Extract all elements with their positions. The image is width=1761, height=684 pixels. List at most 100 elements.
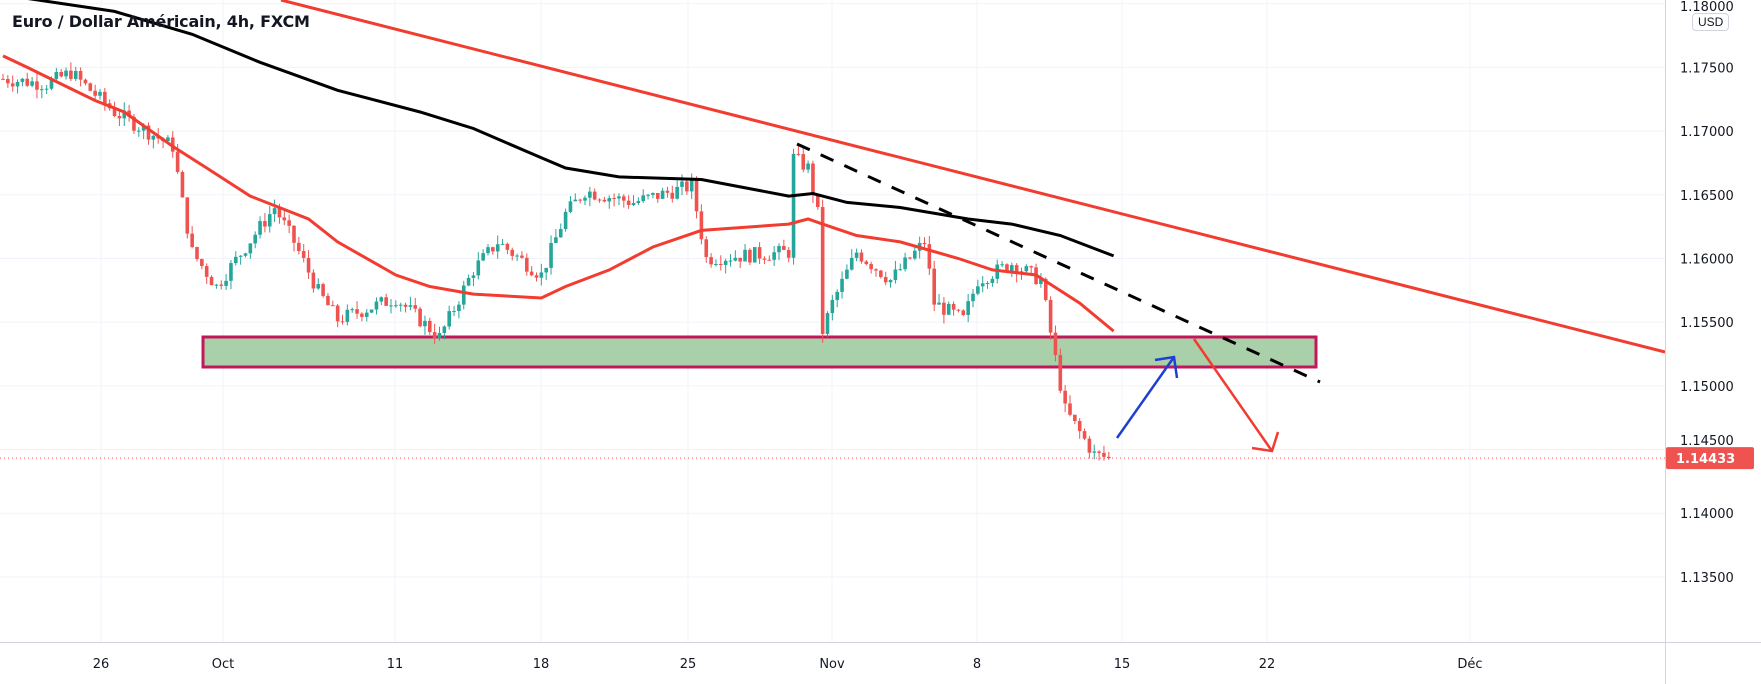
candle-body <box>1068 403 1072 415</box>
candle-body <box>1082 431 1087 439</box>
candle-body <box>602 199 607 202</box>
descending-trendline[interactable] <box>280 0 1666 354</box>
x-tick-label: 18 <box>533 657 550 672</box>
candle-body <box>282 217 287 221</box>
support-zone[interactable] <box>201 335 1318 369</box>
candle-body <box>612 198 616 200</box>
candle-body <box>15 81 20 87</box>
candle-body <box>442 326 447 334</box>
x-tick-label: 8 <box>973 657 981 672</box>
candle-body <box>326 295 330 306</box>
candle-body <box>1005 264 1009 272</box>
candle-body <box>491 247 495 252</box>
candle-body <box>830 299 835 314</box>
x-tick-label: Nov <box>819 657 845 672</box>
candle-body <box>35 81 39 90</box>
candle-body <box>457 304 461 312</box>
candle-body <box>699 211 704 240</box>
candle-body <box>200 259 204 267</box>
candle-body <box>932 268 936 305</box>
candle-body <box>825 313 830 334</box>
candle-body <box>1092 451 1097 453</box>
candle-body <box>6 79 10 84</box>
candle-body <box>93 90 97 96</box>
candle-body <box>651 192 655 195</box>
candle-body <box>869 264 873 270</box>
candle-body <box>287 220 291 226</box>
candle-body <box>525 257 529 272</box>
candle-body <box>117 116 122 119</box>
candle-body <box>258 221 262 235</box>
candle-body <box>675 186 679 199</box>
candle-body <box>224 280 228 286</box>
candle-body <box>913 250 917 259</box>
candles <box>1 62 1111 461</box>
candle-body <box>743 249 747 262</box>
candle-body <box>976 286 980 294</box>
candle-body <box>578 199 582 201</box>
candle-body <box>292 225 296 243</box>
candle-body <box>1073 414 1077 422</box>
dashed-trendline[interactable] <box>796 142 1321 384</box>
candle-body <box>243 253 248 256</box>
candle-body <box>1107 456 1111 459</box>
arrow-up-blue[interactable] <box>1115 355 1179 439</box>
arrow-down-red[interactable] <box>1192 338 1280 453</box>
candle-body <box>893 269 898 280</box>
candle-body <box>103 91 107 104</box>
candle-body <box>728 260 733 262</box>
candle-body <box>301 251 306 258</box>
candle-body <box>137 130 141 132</box>
time-axis[interactable]: 26 Oct 11 18 25 Nov 8 15 22 Déc <box>93 657 1483 672</box>
candle-body <box>748 249 752 263</box>
candle-body <box>428 320 432 333</box>
candle-body <box>25 78 30 86</box>
candle-body <box>796 153 801 155</box>
candle-body <box>384 297 388 306</box>
candle-body <box>636 201 641 204</box>
candle-body <box>398 304 403 306</box>
candle-body <box>403 304 408 307</box>
currency-badge[interactable]: USD <box>1692 13 1730 31</box>
candle-body <box>151 135 156 140</box>
candle-body <box>311 272 316 289</box>
x-tick-label: 15 <box>1114 657 1131 672</box>
candle-body <box>476 260 481 276</box>
candle-body <box>500 243 505 245</box>
candle-body <box>141 125 146 131</box>
candle-body <box>1063 390 1067 404</box>
y-tick-label: 1.13500 <box>1680 571 1734 586</box>
candle-body <box>626 200 631 206</box>
y-tick-label: 1.16000 <box>1680 252 1734 267</box>
candle-body <box>845 269 849 279</box>
candle-body <box>689 179 694 192</box>
candle-body <box>238 255 243 257</box>
candle-body <box>714 263 718 265</box>
candle-body <box>297 242 301 252</box>
candle-body <box>515 255 519 257</box>
candle-body <box>849 257 854 270</box>
candle-body <box>1 78 5 80</box>
candle-body <box>864 261 869 265</box>
price-axis[interactable]: 1.18000 1.17500 1.17000 1.16500 1.16000 1.155… <box>1680 0 1734 586</box>
x-tick-label: Oct <box>212 657 234 672</box>
candle-body <box>772 252 776 260</box>
candle-body <box>112 108 117 117</box>
candle-body <box>78 71 83 80</box>
candle-body <box>59 71 63 77</box>
candle-body <box>806 163 810 170</box>
candle-body <box>88 83 93 91</box>
candle-body <box>665 190 670 193</box>
candle-body <box>549 243 553 268</box>
candle-body <box>752 247 757 263</box>
candle-body <box>641 195 645 202</box>
last-price-value: 1.14433 <box>1676 452 1735 467</box>
candle-body <box>345 309 350 322</box>
candle-body <box>471 275 476 278</box>
candle-body <box>44 88 49 90</box>
candle-body <box>146 125 151 140</box>
candle-body <box>723 260 728 265</box>
candle-body <box>534 275 539 278</box>
candle-body <box>267 214 272 227</box>
